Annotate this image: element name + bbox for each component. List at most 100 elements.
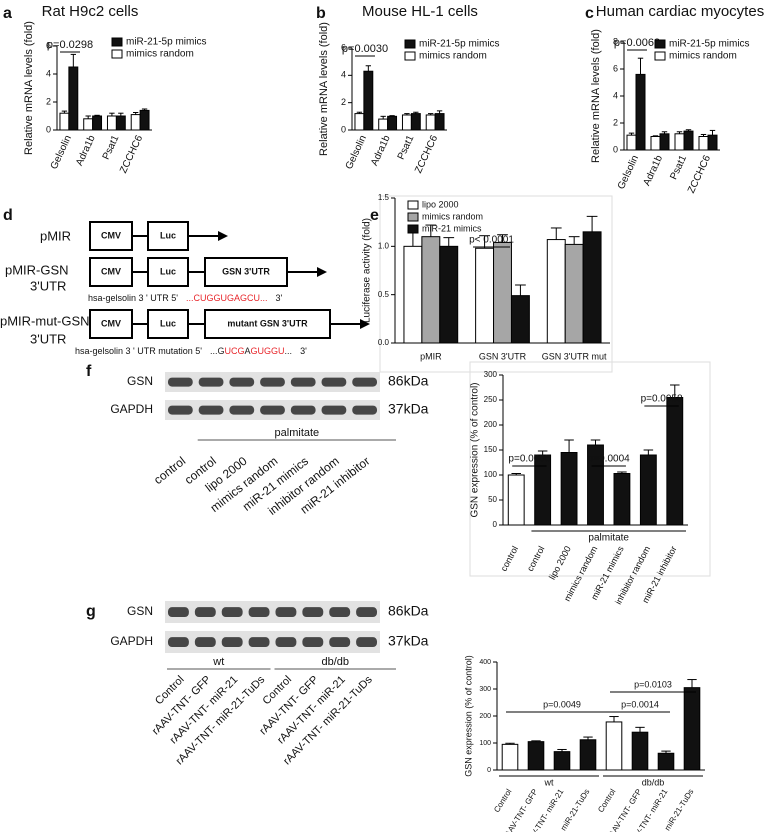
y-tick-label: 1.5 (378, 193, 390, 202)
blot-row-label: GSN (127, 374, 153, 388)
y-tick-label: 0.0 (378, 338, 390, 347)
construct-box (89, 257, 133, 287)
group-label: db/db (642, 777, 665, 787)
legend-swatch (111, 49, 123, 59)
panel-letter: g (86, 603, 96, 620)
blot-band (229, 377, 255, 387)
y-tick-label: 0 (341, 124, 346, 134)
blot-band (198, 405, 224, 415)
group-label: wt (212, 656, 224, 668)
bar (582, 231, 602, 344)
blot-band (302, 637, 324, 648)
blot-size-label: 37kDa (388, 633, 429, 649)
x-tick-label: control (525, 544, 547, 573)
legend-swatch (407, 200, 419, 210)
panel-letter: b (316, 5, 326, 22)
x-tick-label: Gelsolin (344, 134, 369, 171)
annotation: p=0.0030 (342, 43, 388, 55)
y-tick-label: 6 (341, 42, 346, 52)
blot-band (290, 377, 316, 387)
y-axis-label: Relative mRNA levels (fold) (590, 29, 602, 163)
legend-swatch (404, 39, 416, 49)
panel-letter: c (585, 5, 594, 22)
legend-label: lipo 2000 (422, 199, 459, 209)
legend-swatch (111, 37, 123, 47)
group-label: wt (544, 777, 554, 787)
x-tick-label: ZCCHC6 (686, 153, 713, 195)
construct-name: pMIR-mut-GSN (0, 313, 90, 328)
panel-frame (469, 361, 711, 577)
sequence-part: UCG (225, 346, 245, 356)
blot-band (168, 607, 189, 618)
panel-frame (379, 195, 613, 373)
bar (68, 66, 79, 131)
construct-box-label: Luc (160, 230, 176, 240)
blot-strip (165, 601, 380, 623)
x-tick-label: Psat1 (101, 133, 122, 161)
x-tick-label: GSN 3'UTR (479, 351, 527, 361)
y-tick-label: 8 (613, 36, 618, 46)
bar (401, 114, 412, 131)
bar (354, 113, 365, 131)
y-tick-label: 4 (341, 70, 346, 80)
blot-band (352, 405, 377, 415)
bar (493, 241, 512, 344)
construct-box-label: Luc (160, 266, 176, 276)
blot-size-label: 86kDa (388, 603, 429, 619)
sequence-part: ... (285, 346, 293, 356)
lane-label: control (151, 454, 188, 487)
chart-title: Mouse HL-1 cells (362, 3, 478, 20)
x-tick-label: Psat1 (396, 133, 417, 161)
blot-band (321, 405, 347, 415)
bar (421, 236, 441, 344)
blot-band (329, 607, 351, 618)
bar (657, 752, 675, 771)
bar (439, 245, 459, 344)
bar (510, 295, 530, 344)
blot-band (260, 377, 285, 387)
panel-letter: f (86, 363, 92, 380)
y-tick-label: 4 (613, 90, 618, 100)
blot-band (221, 637, 243, 648)
x-tick-label: control (499, 544, 521, 573)
legend-label: mimics random (419, 51, 487, 62)
bar (683, 130, 694, 151)
legend-swatch (654, 39, 666, 49)
x-tick-label: Psat1 (668, 153, 689, 181)
legend-label: mimics random (126, 49, 194, 60)
bar (546, 239, 566, 344)
arrow-head (360, 319, 370, 329)
bar (378, 118, 389, 131)
bar (698, 136, 709, 151)
bar (674, 133, 685, 151)
bar (659, 133, 670, 151)
blot-band (356, 637, 377, 648)
blot-band (221, 607, 243, 618)
x-tick-label: pMIR (420, 351, 442, 361)
y-axis-label: Relative mRNA levels (fold) (318, 22, 330, 156)
sequence-label: hsa-gelsolin 3 ' UTR 5' (88, 293, 178, 303)
bar (507, 474, 525, 526)
blot-band (168, 377, 193, 387)
y-tick-label: 2 (46, 96, 51, 106)
legend-label: mimics random (669, 51, 737, 62)
bar (410, 113, 421, 131)
x-tick-label: Gelsolin (616, 154, 641, 191)
construct-box (147, 257, 189, 287)
blot-band (302, 607, 324, 618)
bar (363, 70, 374, 131)
y-tick-label: 0 (46, 124, 51, 134)
y-tick-label: 6 (46, 40, 51, 50)
group-label: palmitate (275, 427, 320, 439)
y-tick-label: 100 (479, 740, 491, 747)
bar (534, 454, 552, 526)
y-tick-label: 400 (479, 659, 491, 666)
construct-name: 3'UTR (30, 331, 66, 346)
annotation: p=0.0049 (543, 699, 581, 709)
sequence-end: 3' (300, 346, 307, 356)
sequence-part: ...G (210, 346, 225, 356)
y-tick-label: 100 (484, 470, 498, 479)
x-tick-label: ZCCHC6 (118, 133, 145, 175)
sequence: hsa-gelsolin 3 ' UTR mutation 5' ...GUCGA… (75, 346, 307, 356)
